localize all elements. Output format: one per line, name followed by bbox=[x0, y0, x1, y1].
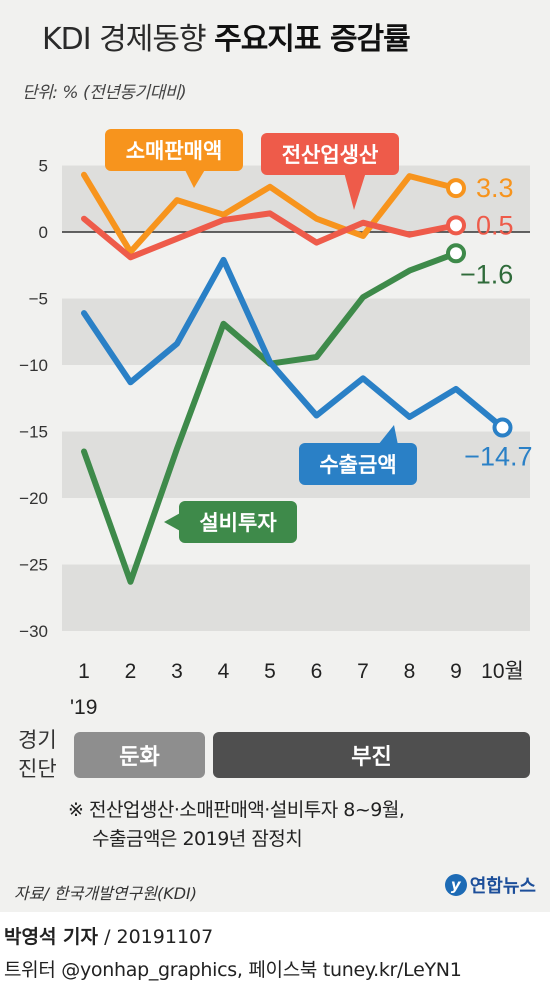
diagnosis-label-line1: 경기 bbox=[18, 728, 57, 752]
footnote: ※ 전산업생산·소매판매액·설비투자 8~9월, 수출금액은 2019년 잠정치 bbox=[68, 796, 405, 854]
y-tick-label: 5 bbox=[39, 157, 48, 176]
y-tick-label: −15 bbox=[19, 423, 48, 442]
x-tick-label: 1 bbox=[78, 660, 90, 683]
series-end-label: 3.3 bbox=[476, 173, 514, 203]
y-tick-label: −30 bbox=[19, 622, 48, 641]
chart-title: KDI 경제동향 주요지표 증감률 bbox=[42, 14, 411, 58]
series-end-label: −1.6 bbox=[460, 259, 513, 289]
yonhap-logo-text: 연합뉴스 bbox=[469, 876, 536, 897]
y-tick-label: −25 bbox=[19, 556, 48, 575]
series-end-label: 0.5 bbox=[476, 210, 514, 240]
x-tick-label: 7 bbox=[357, 660, 369, 683]
y-tick-label: −5 bbox=[29, 290, 48, 309]
line-chart: 5 0 −5 −10 −15 −20 −25 −30 1 2 3 4 5 6 7 8 9 10월 '19 3.3 0.5… bbox=[19, 129, 533, 719]
diagnosis-label-line2: 진단 bbox=[18, 757, 57, 781]
callout-label: 설비투자 bbox=[199, 511, 277, 535]
series-line bbox=[81, 256, 506, 431]
series-end-marker bbox=[492, 417, 513, 438]
x-tick-label: 3 bbox=[171, 660, 183, 683]
x-tick-label: 5 bbox=[264, 660, 276, 683]
yonhap-logo-icon: y bbox=[444, 874, 467, 896]
source-label: 자료/ 한국개발연구원(KDI) bbox=[14, 884, 197, 903]
footnote-line2: 수출금액은 2019년 잠정치 bbox=[92, 828, 303, 850]
y-tick-label: −20 bbox=[19, 489, 48, 508]
series-end-marker bbox=[446, 243, 466, 264]
unit-label: 단위: % (전년동기대비) bbox=[22, 83, 187, 103]
phase-sluggish: 부진 bbox=[213, 732, 530, 778]
callout-pointer bbox=[344, 172, 366, 210]
x-tick-label: 4 bbox=[218, 660, 230, 683]
phase-slowdown: 둔화 bbox=[74, 732, 205, 778]
callout-pointer bbox=[184, 168, 206, 188]
series-end-label: −14.7 bbox=[464, 442, 532, 472]
footnote-line1: ※ 전산업생산·소매판매액·설비투자 8~9월, bbox=[68, 799, 405, 821]
x-tick-label: 10월 bbox=[481, 660, 524, 683]
x-year-label: '19 bbox=[70, 696, 97, 719]
y-tick-label: −10 bbox=[19, 356, 48, 375]
y-tick-label: 0 bbox=[39, 223, 48, 242]
reporter-name: 박영석 기자 bbox=[4, 926, 99, 948]
infographic-panel: KDI 경제동향 주요지표 증감률 단위: % (전년동기대비) 5 0 −5 −10… bbox=[0, 0, 550, 912]
credit-date: / 20191107 bbox=[104, 926, 214, 948]
reporter-credit: 박영석 기자 / 20191107 bbox=[4, 922, 213, 949]
callout-label: 수출금액 bbox=[319, 453, 396, 477]
callout-box bbox=[261, 133, 399, 175]
series-end-marker bbox=[446, 178, 466, 199]
grid-band bbox=[62, 431, 530, 498]
x-tick-label: 6 bbox=[311, 660, 323, 683]
series-line bbox=[81, 171, 459, 255]
x-tick-label: 2 bbox=[125, 660, 137, 683]
callout-box bbox=[105, 129, 243, 171]
yonhap-logo: y 연합뉴스 bbox=[444, 872, 536, 898]
callout-pointer bbox=[164, 512, 182, 532]
callout-label: 전산업생산 bbox=[282, 143, 379, 167]
x-tick-label: 8 bbox=[404, 660, 416, 683]
x-tick-label: 9 bbox=[450, 660, 462, 683]
title-bold: 주요지표 증감률 bbox=[214, 22, 411, 57]
series-end-marker bbox=[446, 215, 466, 236]
diagnosis-label: 경기 진단 bbox=[18, 726, 57, 784]
callout-label: 소매판매액 bbox=[126, 139, 223, 163]
social-credit: 트위터 @yonhap_graphics, 페이스북 tuney.kr/LeYN… bbox=[4, 959, 462, 981]
grid-band bbox=[62, 298, 530, 365]
callout-box bbox=[179, 501, 297, 543]
grid-band bbox=[62, 564, 530, 631]
callout-box bbox=[299, 443, 417, 485]
callout-pointer bbox=[378, 425, 398, 445]
title-light: KDI 경제동향 bbox=[42, 22, 207, 57]
series-line bbox=[81, 210, 459, 261]
